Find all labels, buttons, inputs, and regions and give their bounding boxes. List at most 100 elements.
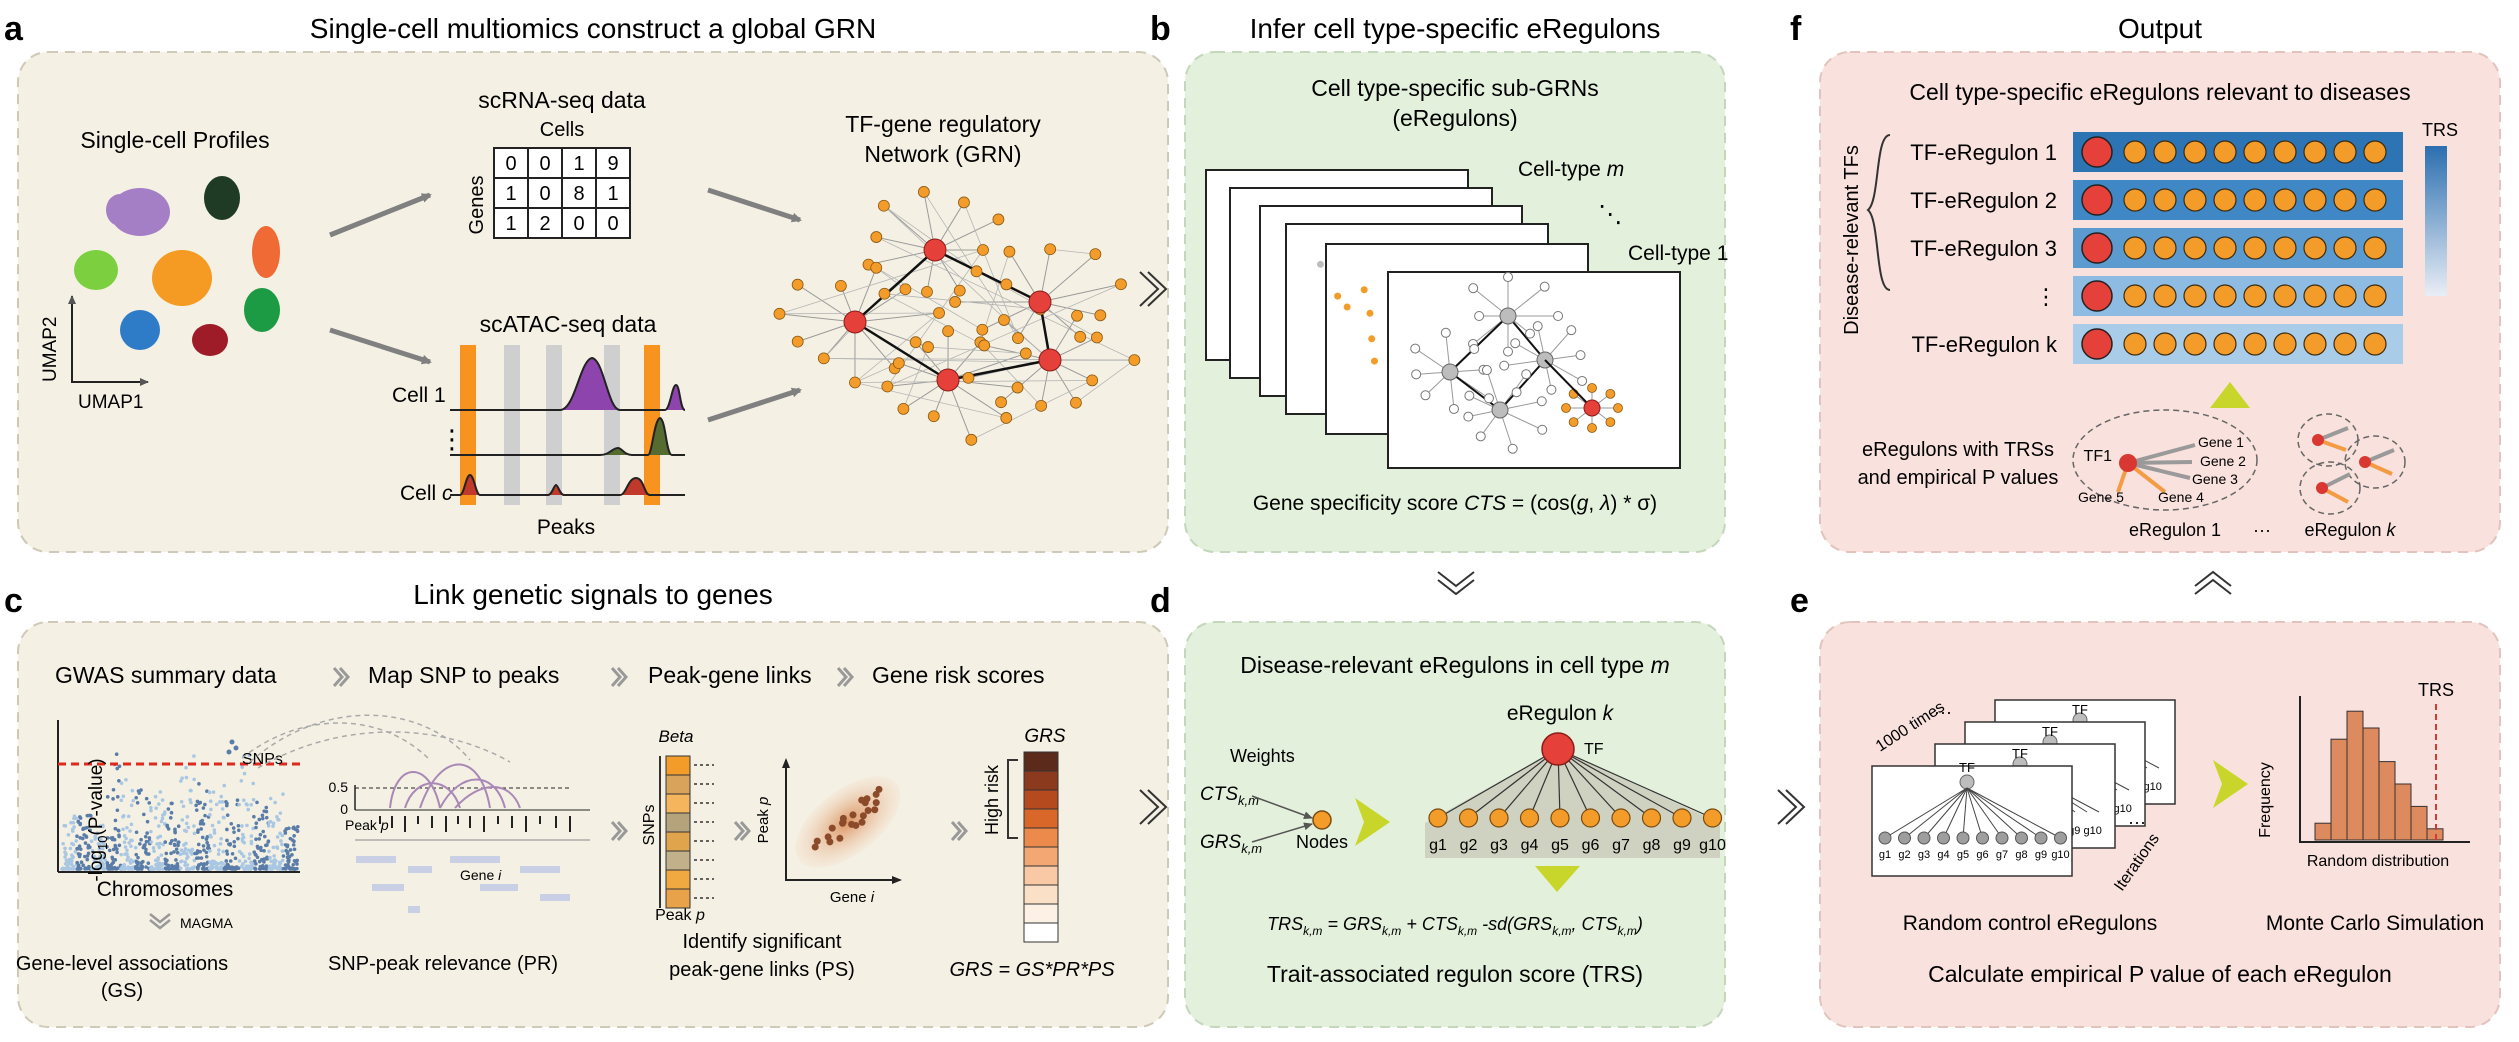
manhattan-point: [194, 803, 198, 807]
eregulon-gene-node: [2304, 285, 2326, 307]
eregulon-gene-node: [2274, 141, 2296, 163]
manhattan-point: [258, 860, 262, 864]
identify-label-2: peak-gene links (PS): [669, 959, 855, 981]
manhattan-point: [225, 828, 229, 832]
grs-cell: [1024, 866, 1058, 885]
grn-node: [963, 372, 974, 383]
chevron-right-icon: [1778, 790, 1804, 824]
snp-peak-relevance-label: SNP-peak relevance (PR): [328, 953, 558, 975]
eregulon-gene-node: [1643, 809, 1661, 827]
random-gene-node: [1879, 832, 1891, 844]
with-trs-label-1: eRegulons with TRSs: [1862, 439, 2054, 461]
grn-node: [871, 262, 882, 273]
manhattan-point: [170, 811, 174, 815]
manhattan-point: [250, 840, 254, 844]
manhattan-point: [282, 854, 286, 858]
grs-cell: [1024, 923, 1058, 942]
output-subtitle: Cell type-specific eRegulons relevant to…: [1909, 79, 2410, 105]
manhattan-point: [121, 867, 125, 871]
random-tf-label: TF: [2072, 702, 2088, 717]
eregulon-gene-node: [2244, 141, 2266, 163]
eregulon-gene-label: g2: [1460, 837, 1478, 854]
grn-node: [1095, 310, 1106, 321]
manhattan-point: [161, 817, 165, 821]
eregulon-gene-node: [1490, 809, 1508, 827]
manhattan-point: [200, 856, 204, 860]
manhattan-point: [249, 867, 253, 871]
manhattan-point: [221, 800, 225, 804]
eregulon-gene-node: [2214, 285, 2236, 307]
subgrn-node: [1537, 397, 1546, 406]
manhattan-point: [252, 798, 256, 802]
manhattan-point: [167, 867, 171, 871]
beta-cell: [666, 870, 690, 889]
manhattan-point: [279, 811, 283, 815]
grs-label: GRS: [1024, 726, 1066, 747]
manhattan-point: [125, 826, 129, 830]
manhattan-point: [208, 849, 212, 853]
manhattan-point: [292, 834, 296, 838]
eregulon-gene-node: [2124, 333, 2146, 355]
manhattan-point: [221, 807, 225, 811]
grs-cell: [1024, 904, 1058, 923]
eregulon-gene-node: [2124, 285, 2146, 307]
histogram-bar: [2315, 823, 2331, 840]
gene-level-label-1: Gene-level associations: [16, 953, 228, 975]
manhattan-point: [257, 818, 261, 822]
random-gene-label: g10: [2051, 849, 2069, 861]
snp-point: [234, 746, 239, 751]
grn-hub: [924, 239, 946, 261]
eregulon-gene-node: [2334, 333, 2356, 355]
subgrn-node: [1465, 391, 1474, 400]
manhattan-point: [267, 839, 271, 843]
manhattan-point: [90, 839, 94, 843]
manhattan-point: [291, 863, 295, 867]
manhattan-point: [238, 859, 242, 863]
grs-cell: [1024, 752, 1058, 771]
eregulon-gene-node: [2124, 141, 2146, 163]
gene-level-label-2: (GS): [101, 980, 143, 1002]
manhattan-point: [184, 842, 188, 846]
subgrn-node: [1526, 329, 1535, 338]
manhattan-point: [116, 795, 120, 799]
subgrn-node: [1562, 404, 1571, 413]
eregulon-gene-node: [2274, 333, 2296, 355]
eregulon-gene-node: [2154, 141, 2176, 163]
eregulon-gene-node: [2274, 285, 2296, 307]
chromosomes-label: Chromosomes: [97, 878, 234, 901]
manhattan-point: [169, 816, 173, 820]
step-map-snp: Map SNP to peaks: [368, 662, 559, 688]
manhattan-point: [242, 855, 246, 859]
random-tf-label: TF: [2012, 746, 2028, 761]
manhattan-point: [241, 839, 245, 843]
manhattan-point: [286, 865, 290, 869]
scatter-point: [860, 812, 867, 819]
manhattan-point: [65, 867, 69, 871]
manhattan-point: [122, 794, 126, 798]
matrix-value: 9: [607, 153, 618, 175]
manhattan-point: [131, 799, 135, 803]
scatter-xlabel: Gene i: [830, 889, 875, 906]
subgrn-node: [1533, 322, 1542, 331]
subgrn-node: [1576, 351, 1585, 360]
grn-node: [971, 266, 982, 277]
manhattan-point: [127, 815, 131, 819]
subgrn-node: [1522, 370, 1531, 379]
manhattan-point: [189, 801, 193, 805]
manhattan-point: [226, 813, 230, 817]
manhattan-point: [254, 867, 258, 871]
subgrn-node: [1411, 344, 1420, 353]
grn-node: [1012, 333, 1023, 344]
manhattan-point: [272, 846, 276, 850]
manhattan-point: [181, 818, 185, 822]
manhattan-point: [219, 795, 223, 799]
manhattan-point: [205, 855, 209, 859]
manhattan-point: [70, 857, 74, 861]
manhattan-point: [221, 850, 225, 854]
snps-vertical-label: SNPs: [641, 805, 658, 846]
manhattan-point: [79, 816, 83, 820]
manhattan-point: [202, 806, 206, 810]
manhattan-point: [295, 829, 299, 833]
eregulon-tf-node: [1542, 733, 1574, 765]
scatter-point: [829, 825, 836, 832]
